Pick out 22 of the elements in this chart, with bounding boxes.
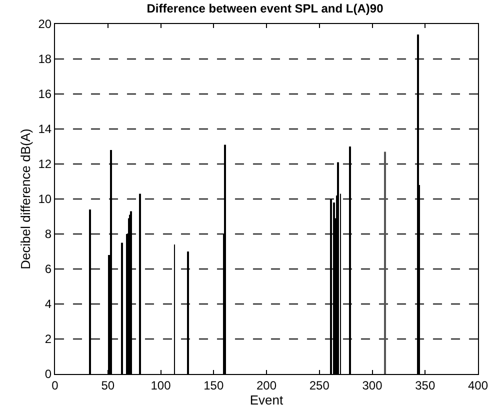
y-tick-label: 2 [44,332,52,346]
chart-title: Difference between event SPL and L(A)90 [146,2,384,16]
x-tick-label: 350 [415,378,436,392]
y-tick-label: 0 [44,367,52,382]
y-tick-label: 6 [44,262,52,276]
x-tick-label: 150 [204,378,224,392]
y-tick-label: 14 [38,122,52,136]
y-tick-label: 8 [44,227,52,242]
y-tick-label: 10 [38,192,52,206]
y-tick-label: 4 [44,297,52,312]
x-tick-label: 300 [362,378,383,392]
x-tick-label: 50 [101,378,115,392]
x-tick-label: 250 [309,378,330,392]
x-tick-label: 400 [468,378,488,392]
y-tick-label: 12 [38,157,52,172]
y-axis-title: Decibel difference dB(A) [18,128,34,270]
x-axis-title: Event [250,392,284,408]
x-tick-label: 100 [150,378,172,392]
y-tick-label: 18 [38,52,52,66]
y-tick-label: 16 [38,87,52,102]
y-tick-label: 20 [38,17,52,32]
x-tick-label: 200 [256,378,277,392]
